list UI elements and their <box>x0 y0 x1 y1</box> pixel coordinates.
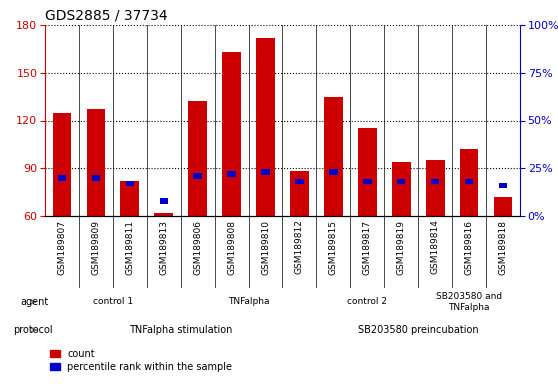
Bar <box>329 169 338 175</box>
Text: TNFalpha: TNFalpha <box>228 298 270 306</box>
Text: GSM189816: GSM189816 <box>465 220 474 275</box>
Bar <box>92 175 100 180</box>
Bar <box>431 179 439 184</box>
Text: GSM189811: GSM189811 <box>126 220 134 275</box>
Text: agent: agent <box>20 297 49 307</box>
Bar <box>426 160 445 216</box>
Bar <box>465 179 473 184</box>
Text: TNFalpha stimulation: TNFalpha stimulation <box>129 325 232 335</box>
Text: control 2: control 2 <box>347 298 387 306</box>
Bar <box>363 179 372 184</box>
Bar <box>324 97 343 216</box>
Text: protocol: protocol <box>13 325 53 335</box>
Bar <box>126 181 134 186</box>
Bar <box>397 179 406 184</box>
Text: GDS2885 / 37734: GDS2885 / 37734 <box>45 8 167 22</box>
Text: GSM189809: GSM189809 <box>92 220 100 275</box>
Text: GSM189815: GSM189815 <box>329 220 338 275</box>
Bar <box>290 171 309 216</box>
Bar <box>222 52 241 216</box>
Bar <box>499 183 507 188</box>
Bar <box>189 101 207 216</box>
Text: GSM189812: GSM189812 <box>295 220 304 275</box>
Bar <box>261 169 270 175</box>
Text: GSM189807: GSM189807 <box>57 220 66 275</box>
Bar <box>295 179 304 184</box>
Bar <box>121 181 139 216</box>
Text: GSM189819: GSM189819 <box>397 220 406 275</box>
Bar <box>155 213 173 216</box>
Text: GSM189818: GSM189818 <box>498 220 508 275</box>
Text: GSM189814: GSM189814 <box>431 220 440 275</box>
Text: GSM189817: GSM189817 <box>363 220 372 275</box>
Text: GSM189810: GSM189810 <box>261 220 270 275</box>
Text: GSM189806: GSM189806 <box>193 220 202 275</box>
Bar <box>160 198 168 204</box>
Bar <box>228 171 236 177</box>
Bar <box>494 197 512 216</box>
Legend: count, percentile rank within the sample: count, percentile rank within the sample <box>50 349 232 372</box>
Bar <box>460 149 478 216</box>
Text: control 1: control 1 <box>93 298 133 306</box>
Bar <box>52 113 71 216</box>
Bar <box>194 173 202 179</box>
Bar <box>392 162 411 216</box>
Bar <box>86 109 105 216</box>
Bar <box>358 129 377 216</box>
Text: GSM189808: GSM189808 <box>227 220 236 275</box>
Text: GSM189813: GSM189813 <box>159 220 169 275</box>
Text: SB203580 and
TNFalpha: SB203580 and TNFalpha <box>436 292 502 312</box>
Text: SB203580 preincubation: SB203580 preincubation <box>358 325 479 335</box>
Bar <box>256 38 275 216</box>
Bar <box>58 175 66 180</box>
